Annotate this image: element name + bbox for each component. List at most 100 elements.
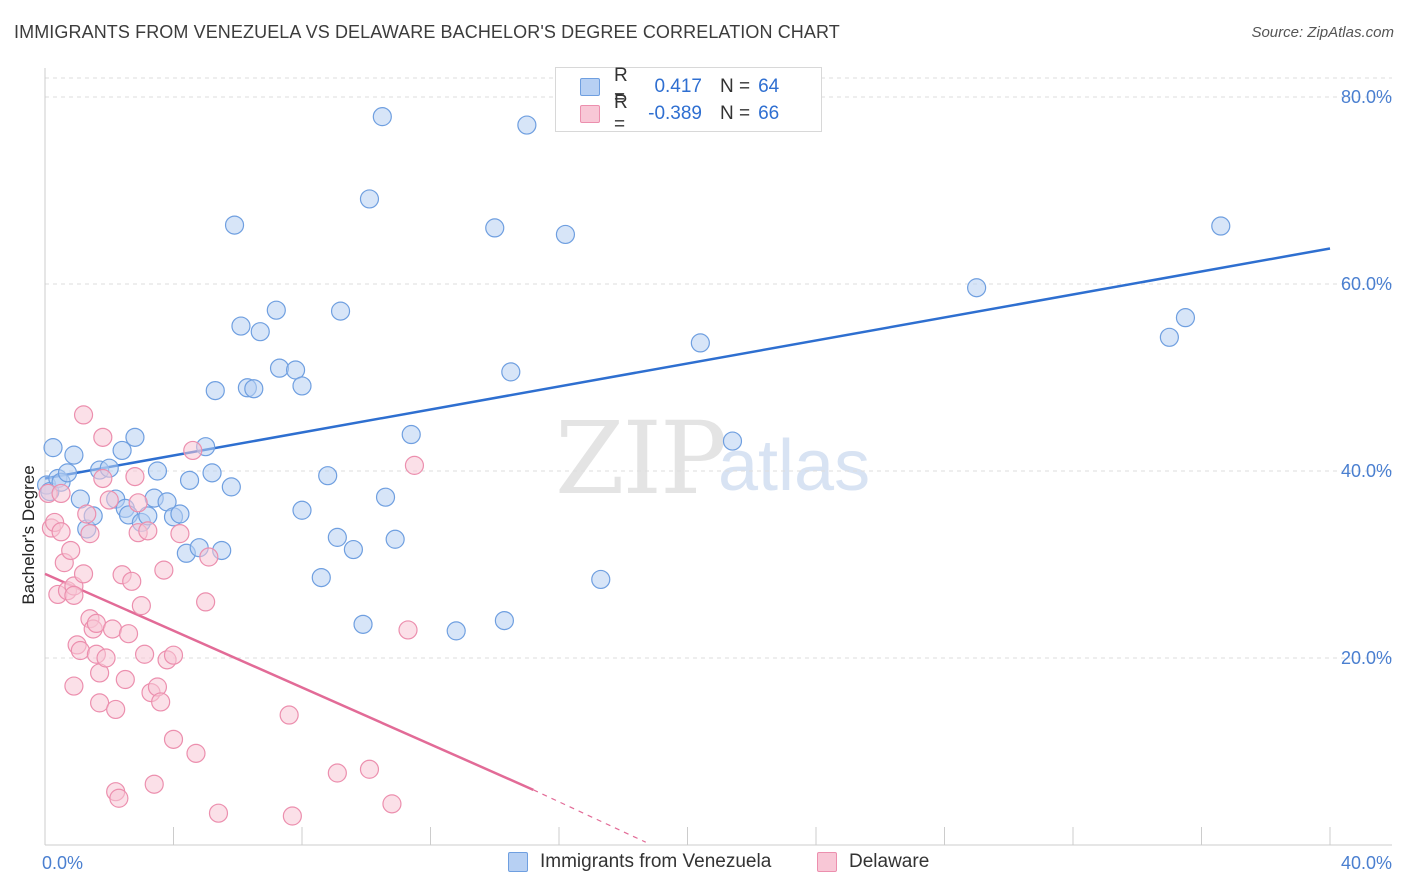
delaware-point (122, 571, 142, 591)
delaware-point (170, 524, 190, 544)
venezuela-point (224, 215, 245, 235)
venezuela-point (555, 224, 576, 245)
delaware-point (327, 763, 347, 783)
delaware-point (359, 759, 380, 779)
venezuela-trend-line (44, 247, 1331, 480)
delaware-point (51, 483, 71, 504)
legend-row-venezuela: R = 0.417 N = 64 (580, 65, 780, 108)
data-points (37, 107, 1231, 826)
axis-labels: Bachelor's Degree 20.0% 40.0% 60.0% 80.0% 0.… (19, 87, 1392, 873)
legend-n-value: 64 (758, 76, 780, 97)
venezuela-point (375, 487, 396, 507)
delaware-point (151, 692, 171, 712)
delaware-point (96, 648, 116, 668)
delaware-point (102, 619, 123, 639)
y-axis-label: Bachelor's Degree (19, 465, 38, 604)
delaware-point (70, 640, 90, 661)
watermark-atlas: atlas (718, 426, 871, 506)
venezuela-point (1159, 327, 1179, 347)
bottom-legend-venezuela: Immigrants from Venezuela (508, 851, 771, 873)
venezuela-point (221, 477, 241, 497)
delaware-point (106, 699, 126, 720)
delaware-point (61, 540, 81, 561)
delaware-point (382, 794, 402, 814)
delaware-point (199, 547, 219, 567)
delaware-point (196, 592, 216, 612)
delaware-point (163, 645, 184, 665)
venezuela-point (64, 445, 84, 465)
venezuela-point (57, 463, 78, 483)
venezuela-point (353, 614, 373, 634)
delaware-point (90, 693, 110, 713)
venezuela-point (250, 322, 270, 342)
delaware-point (64, 676, 84, 696)
delaware-point (144, 774, 164, 794)
y-tick-label: 20.0% (1341, 648, 1392, 668)
venezuela-point (372, 107, 392, 127)
legend-row-delaware: R = -0.389 N = 66 (580, 92, 780, 135)
bottom-legend-swatch-pink (817, 852, 837, 872)
delaware-point (131, 596, 151, 616)
delaware-point (163, 729, 184, 749)
delaware-point (77, 504, 97, 524)
delaware-point (93, 427, 113, 447)
venezuela-point (501, 362, 521, 382)
legend-swatch-blue (580, 78, 600, 96)
venezuela-point (327, 527, 347, 547)
venezuela-point (147, 461, 168, 481)
legend-r-label: R = (614, 92, 628, 135)
delaware-point (398, 620, 418, 640)
venezuela-point (485, 218, 505, 238)
venezuela-point (125, 427, 145, 447)
venezuela-point (231, 316, 251, 336)
venezuela-point (591, 569, 611, 590)
delaware-point (80, 524, 100, 544)
bottom-legend-label: Delaware (849, 851, 930, 872)
bottom-legend-swatch-blue (508, 852, 528, 872)
x-tick-label: 0.0% (42, 853, 83, 873)
venezuela-point (967, 278, 987, 298)
delaware-point (115, 669, 135, 690)
delaware-point (125, 467, 145, 487)
venezuela-point (112, 440, 132, 461)
venezuela-point (170, 504, 190, 524)
delaware-point (64, 585, 84, 605)
legend-r-label: R = (614, 65, 628, 108)
y-tick-label: 80.0% (1341, 87, 1392, 107)
delaware-point (282, 806, 302, 826)
delaware-point (208, 803, 229, 823)
delaware-point (109, 788, 129, 808)
venezuela-point (343, 539, 363, 560)
venezuela-point (205, 380, 225, 401)
venezuela-point (244, 379, 264, 399)
chart-title: IMMIGRANTS FROM VENEZUELA VS DELAWARE BA… (14, 22, 840, 42)
correlation-legend: R = 0.417 N = 64 R = -0.389 N = 66 (555, 65, 822, 135)
delaware-point (154, 560, 174, 580)
venezuela-point (517, 115, 537, 135)
venezuela-point (690, 333, 710, 353)
source-label: Source: ZipAtlas.com (1251, 24, 1394, 41)
legend-swatch-pink (580, 105, 600, 123)
venezuela-point (1175, 308, 1196, 328)
delaware-point (404, 455, 425, 475)
venezuela-point (446, 621, 466, 641)
venezuela-point (202, 463, 222, 483)
legend-n-value: 66 (758, 103, 780, 124)
x-tick-label: 40.0% (1341, 853, 1392, 873)
delaware-point (99, 490, 119, 510)
delaware-trend-line (44, 572, 534, 791)
venezuela-point (43, 438, 63, 458)
delaware-point (279, 705, 299, 725)
delaware-point (138, 521, 158, 541)
venezuela-point (494, 610, 514, 631)
venezuela-point (311, 567, 331, 588)
trend-lines (44, 247, 1331, 843)
venezuela-point (292, 500, 312, 520)
venezuela-point (722, 431, 743, 451)
bottom-legend-label: Immigrants from Venezuela (540, 851, 772, 872)
venezuela-point (269, 358, 290, 378)
legend-n-label: N = (720, 76, 751, 97)
bottom-legend-delaware: Delaware (817, 851, 929, 873)
delaware-point (183, 440, 203, 461)
